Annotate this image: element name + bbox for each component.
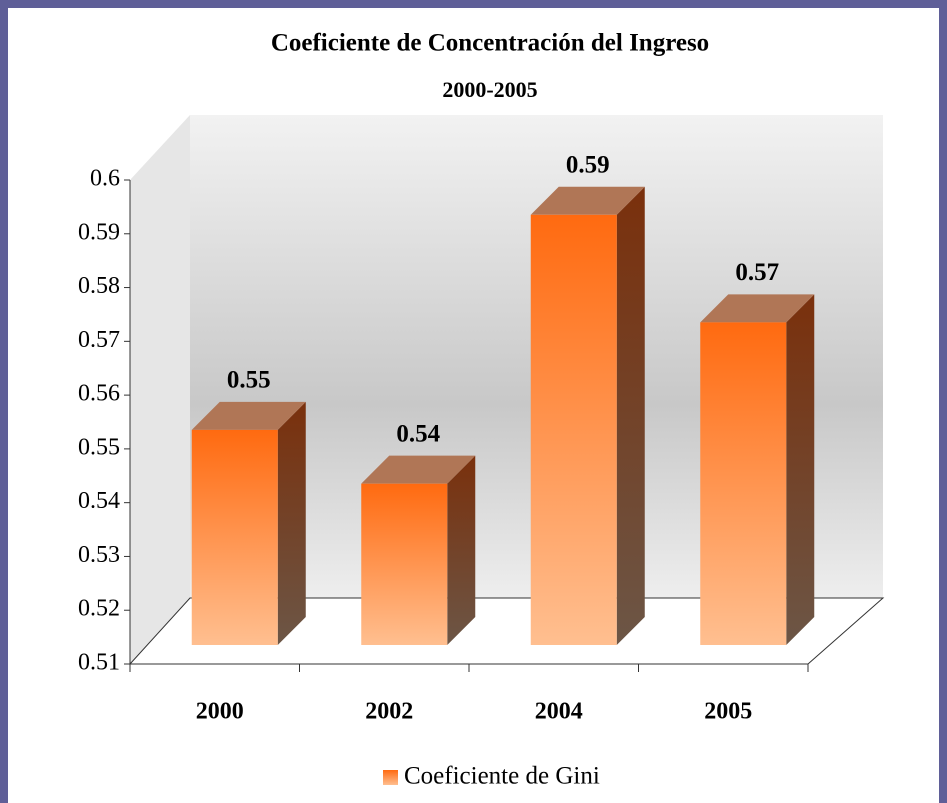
bar-side xyxy=(277,401,306,645)
y-tick-label: 0.54 xyxy=(78,488,120,514)
y-tick-label: 0.55 xyxy=(78,434,120,460)
bar-top xyxy=(530,186,645,215)
chart-title: Coeficiente de Concentración del Ingreso xyxy=(271,30,709,57)
bar xyxy=(700,322,787,645)
legend-label: Coeficiente de Gini xyxy=(404,763,600,790)
chart-frame: Coeficiente de Concentración del Ingreso… xyxy=(8,8,939,803)
x-tick-label: 2002 xyxy=(365,699,413,725)
x-tick-label: 2005 xyxy=(704,699,752,725)
chart: Coeficiente de Concentración del Ingreso… xyxy=(78,30,885,790)
data-label: 0.54 xyxy=(396,420,440,447)
bar xyxy=(361,483,448,645)
data-label: 0.55 xyxy=(227,367,271,394)
data-label: 0.59 xyxy=(566,152,610,179)
bar-side xyxy=(786,294,815,645)
y-tick-label: 0.51 xyxy=(78,650,120,676)
bar xyxy=(530,214,617,645)
y-tick-label: 0.52 xyxy=(78,596,120,622)
y-tick-label: 0.57 xyxy=(78,327,120,353)
side-wall xyxy=(130,115,190,664)
y-tick-label: 0.56 xyxy=(78,381,120,407)
y-tick-label: 0.6 xyxy=(90,166,120,192)
x-tick-label: 2000 xyxy=(196,699,244,725)
x-tick-label: 2004 xyxy=(535,699,583,725)
chart-subtitle: 2000-2005 xyxy=(442,77,537,102)
y-tick-label: 0.53 xyxy=(78,542,120,568)
data-label: 0.57 xyxy=(735,259,779,286)
bar-top xyxy=(700,294,815,323)
bar-side xyxy=(616,186,645,645)
bar-side xyxy=(447,455,476,645)
legend-swatch xyxy=(383,770,398,785)
y-tick-label: 0.58 xyxy=(78,273,120,299)
bar-top xyxy=(361,455,476,484)
y-tick-label: 0.59 xyxy=(78,219,120,245)
bar xyxy=(191,429,278,645)
bar-top xyxy=(191,401,306,430)
